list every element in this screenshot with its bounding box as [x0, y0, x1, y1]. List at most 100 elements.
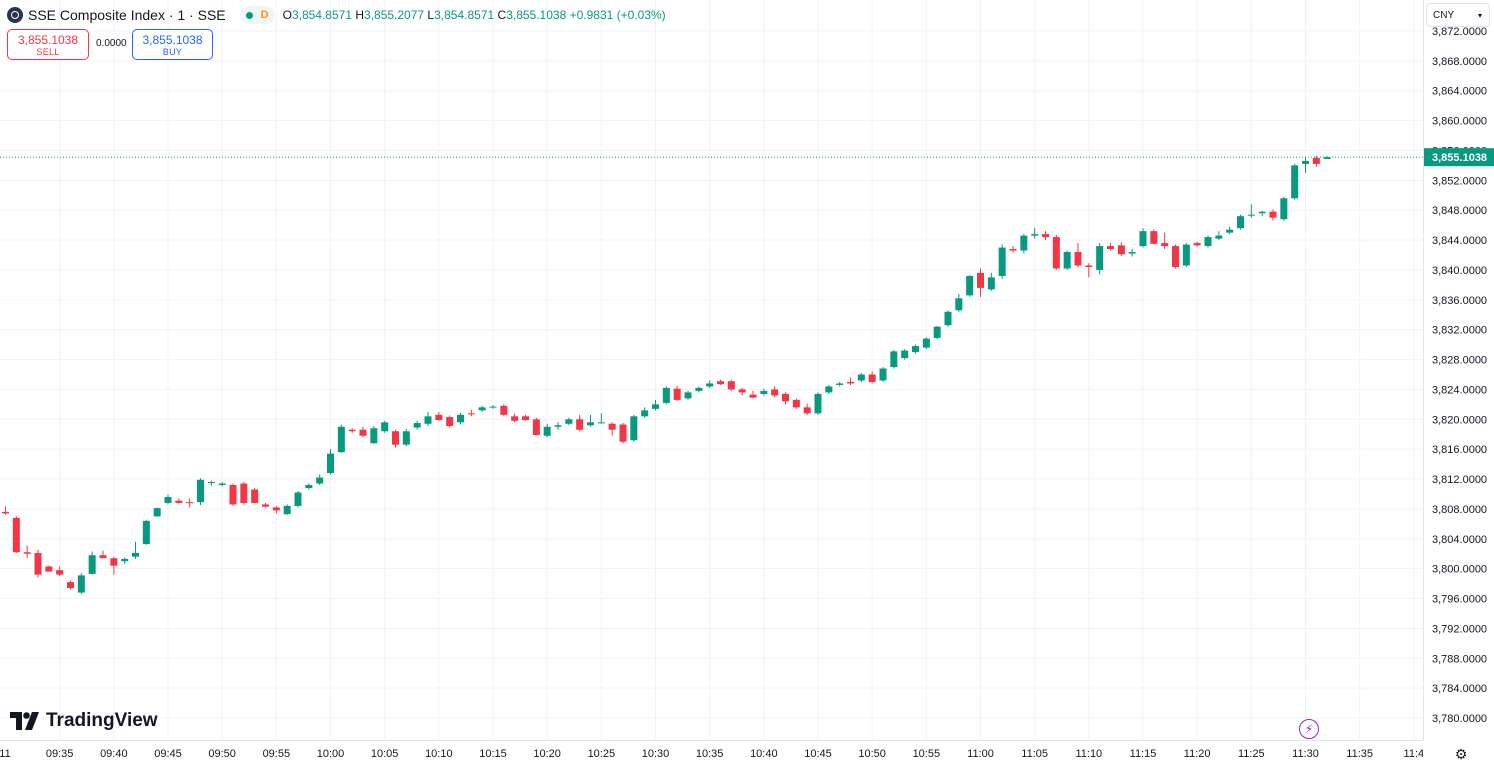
- candle-body: [684, 392, 692, 399]
- candle: [1161, 232, 1169, 250]
- price-tick-label: 3,824.0000: [1432, 384, 1487, 396]
- time-axis[interactable]: 11 09:35 09:40 09:45 09:50 09:55 10:00 10:05 10:…: [0, 740, 1424, 765]
- candle-body: [99, 555, 107, 559]
- candle-body: [457, 414, 464, 423]
- candle-body: [478, 407, 486, 411]
- candle: [56, 566, 64, 577]
- candle-body: [121, 558, 129, 562]
- candle-body: [966, 275, 974, 296]
- price-tick-label: 3,840.0000: [1432, 265, 1487, 277]
- candle-body: [500, 405, 508, 415]
- candle: [597, 413, 605, 424]
- price-axis[interactable]: 3,872.0000 3,868.0000 3,864.0000 3,860.0000…: [1423, 0, 1494, 740]
- candle-body: [2, 511, 9, 514]
- time-tick-label: 10:45: [804, 748, 832, 760]
- candle-body: [142, 520, 150, 545]
- candle-body: [998, 247, 1006, 276]
- lightning-icon[interactable]: ⚡: [1299, 719, 1319, 739]
- candle-body: [1031, 234, 1039, 236]
- candle-body: [251, 489, 259, 503]
- candle-body: [673, 388, 681, 400]
- time-tick-label: 09:35: [46, 748, 74, 760]
- candle-body: [12, 517, 20, 553]
- tradingview-logo[interactable]: TradingView: [10, 710, 158, 732]
- candle-body: [1312, 157, 1320, 164]
- candle: [1074, 243, 1082, 267]
- market-status-pill[interactable]: D: [239, 6, 275, 24]
- candle: [1139, 228, 1147, 248]
- candle-body: [164, 496, 172, 503]
- delayed-data-badge: D: [260, 9, 269, 21]
- currency-select[interactable]: CNY ▾: [1426, 3, 1490, 27]
- currency-value: CNY: [1433, 9, 1455, 21]
- sse-symbol-icon[interactable]: [7, 7, 23, 23]
- candle-body: [987, 277, 995, 290]
- candle: [34, 549, 42, 578]
- candle: [1269, 209, 1277, 221]
- candle: [435, 411, 443, 421]
- candle: [522, 414, 529, 421]
- candle-body: [392, 431, 399, 445]
- candle: [652, 399, 659, 411]
- candle: [337, 424, 345, 453]
- candle: [1237, 214, 1244, 230]
- candle-body: [1280, 198, 1288, 220]
- time-tick-label: 11:10: [1075, 748, 1102, 760]
- candle-body: [1150, 231, 1158, 244]
- candle-body: [695, 387, 703, 391]
- candle: [348, 428, 356, 433]
- candle-body: [554, 425, 562, 427]
- candle-body: [359, 429, 367, 436]
- time-tick-label: 11:15: [1130, 748, 1157, 760]
- candle-body: [1237, 216, 1244, 229]
- price-tick-label: 3,780.0000: [1432, 713, 1487, 725]
- time-tick-label: 11:35: [1346, 748, 1373, 760]
- symbol-title[interactable]: SSE Composite Index · 1 · SSE: [28, 7, 226, 23]
- candle-body: [77, 575, 85, 593]
- candle: [1020, 234, 1028, 254]
- candle: [467, 409, 475, 417]
- candle: [608, 422, 616, 436]
- candle: [1204, 235, 1212, 248]
- gear-icon[interactable]: ⚙: [1454, 745, 1468, 762]
- candle-body: [435, 414, 443, 421]
- candle: [803, 403, 811, 415]
- candle: [955, 293, 963, 312]
- candle: [77, 573, 85, 595]
- candle: [186, 498, 194, 508]
- candle-body: [218, 483, 226, 486]
- candle-body: [825, 386, 833, 393]
- candle: [2, 506, 9, 515]
- candle: [229, 483, 237, 506]
- candle-body: [641, 410, 649, 417]
- candle-body: [836, 383, 844, 385]
- time-tick-label: 11: [0, 748, 11, 760]
- time-tick-label: 10:35: [696, 748, 724, 760]
- time-tick-label: 10:10: [425, 748, 453, 760]
- candle: [272, 505, 280, 514]
- sell-price: 3,855.1038: [17, 33, 79, 47]
- candle-body: [294, 492, 302, 506]
- candle-body: [717, 381, 724, 385]
- high-value: 3,855.2077: [364, 8, 425, 22]
- buy-button[interactable]: 3,855.1038 BUY: [132, 29, 213, 60]
- candle: [88, 551, 96, 575]
- candle: [836, 381, 844, 387]
- candle: [164, 494, 172, 505]
- price-tick-label: 3,804.0000: [1432, 534, 1487, 546]
- price-tick-label: 3,860.0000: [1432, 116, 1487, 128]
- candle-body: [1063, 252, 1071, 269]
- price-tick-label: 3,852.0000: [1432, 175, 1487, 187]
- candle: [1247, 204, 1255, 218]
- high-label: H: [355, 8, 365, 22]
- candle: [142, 520, 150, 545]
- candle: [240, 482, 248, 505]
- sell-button[interactable]: 3,855.1038 SELL: [7, 29, 89, 60]
- candle-body: [413, 423, 421, 428]
- candle-body: [890, 351, 898, 368]
- candle: [110, 556, 118, 575]
- candle: [1193, 241, 1201, 247]
- candlestick-series: [2, 155, 1331, 595]
- candle-body: [565, 419, 573, 424]
